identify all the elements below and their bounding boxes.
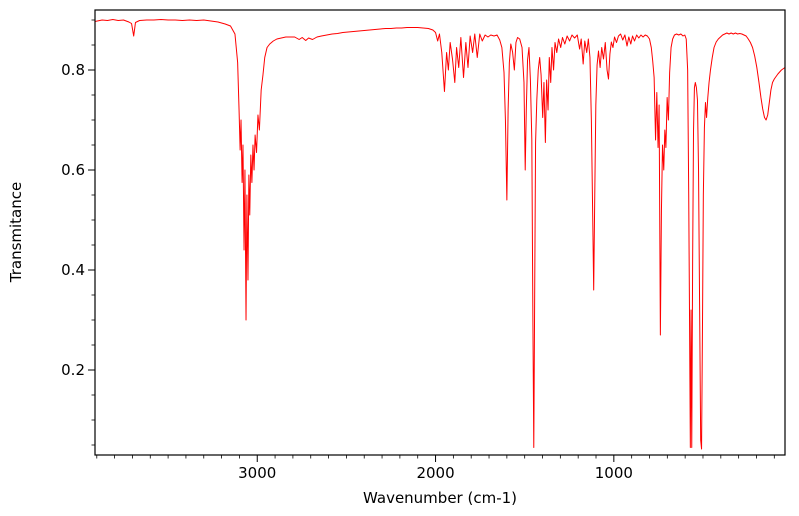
y-tick-label: 0.6 xyxy=(61,161,85,179)
x-tick-label: 3000 xyxy=(238,464,276,482)
x-axis-label: Wavenumber (cm-1) xyxy=(363,489,517,507)
x-tick-label: 2000 xyxy=(416,464,454,482)
x-tick-label: 1000 xyxy=(595,464,633,482)
y-tick-label: 0.2 xyxy=(61,361,85,379)
plot-border xyxy=(94,9,786,456)
y-axis-label: Transmitance xyxy=(7,181,25,283)
y-tick-label: 0.4 xyxy=(61,261,85,279)
y-tick-label: 0.8 xyxy=(61,61,85,79)
spectrum-line xyxy=(94,19,786,450)
